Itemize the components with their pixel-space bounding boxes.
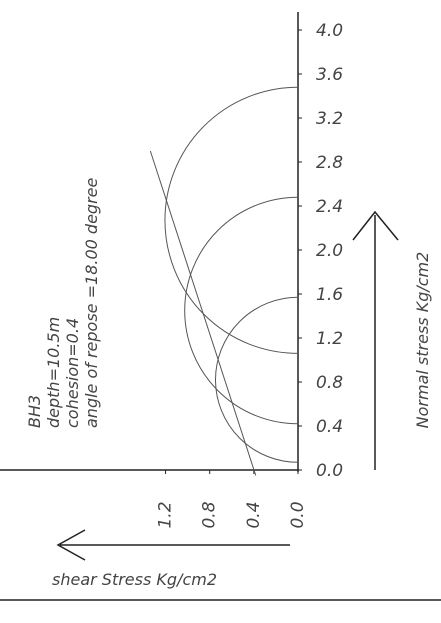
annotation: angle of repose =18.00 degree — [82, 178, 101, 428]
y-tick-label: 1.2 — [316, 329, 343, 349]
y-tick-label: 0.4 — [316, 417, 343, 437]
annotation: depth=10.5m — [44, 317, 63, 428]
shear-arrow — [58, 530, 290, 560]
y-tick-label: 4.0 — [316, 21, 343, 41]
y-tick-label: 3.2 — [316, 109, 343, 129]
x-axis-label: shear Stress Kg/cm2 — [52, 570, 217, 589]
x-tick-label: 0.0 — [288, 501, 308, 528]
mohr-circle — [215, 297, 298, 462]
y-tick-label: 2.8 — [316, 153, 343, 173]
x-tick-label: 1.2 — [156, 501, 176, 528]
failure-envelope — [150, 151, 255, 476]
y-tick-label: 0.8 — [316, 373, 343, 393]
y-tick-label: 1.6 — [316, 285, 343, 305]
chart: Normal stress Kg/cm2 shear Stress Kg/cm2… — [0, 0, 441, 623]
annotation: cohesion=0.4 — [63, 318, 82, 428]
y-tick-label: 2.0 — [316, 241, 343, 261]
y-tick-label: 0.0 — [316, 461, 343, 481]
y-axis-label: Normal stress Kg/cm2 — [413, 252, 432, 429]
x-tick-label: 0.4 — [244, 501, 264, 528]
y-tick-label: 3.6 — [316, 65, 343, 85]
x-tick-label: 0.8 — [200, 501, 220, 528]
normal-arrow — [353, 212, 398, 470]
annotation: BH3 — [25, 395, 44, 428]
y-tick-label: 2.4 — [316, 197, 343, 217]
